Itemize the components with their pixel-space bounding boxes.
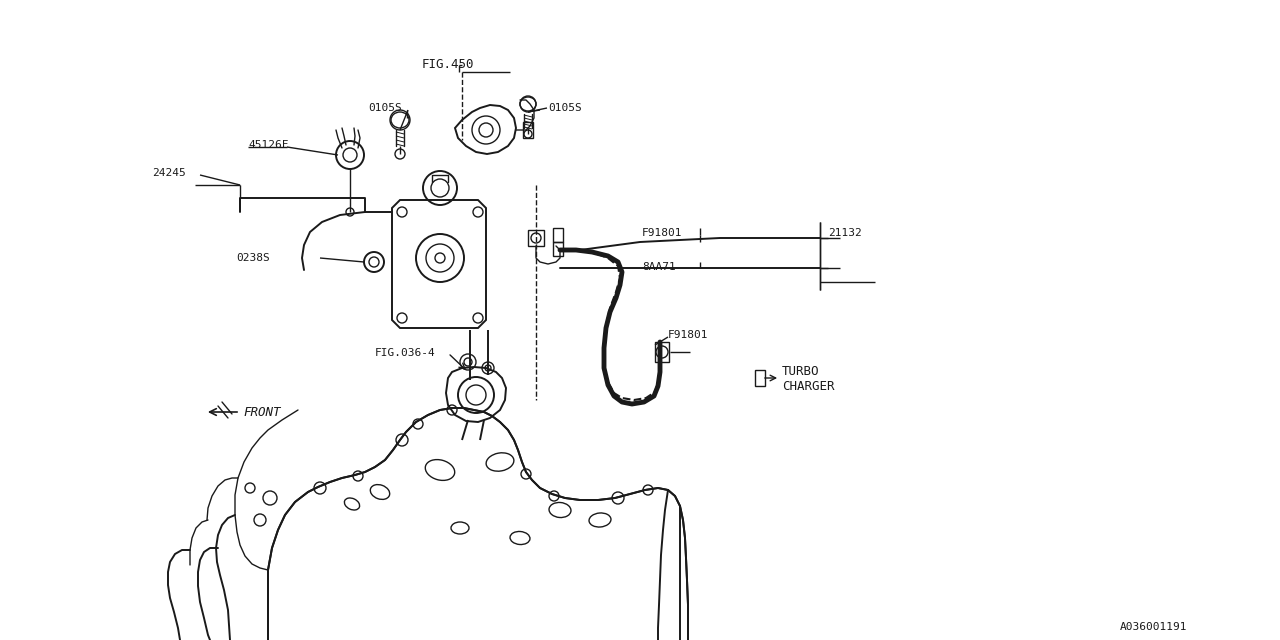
Text: 0238S: 0238S bbox=[237, 253, 270, 263]
Bar bbox=[755, 370, 765, 386]
Text: 0105S: 0105S bbox=[369, 103, 402, 113]
Text: FRONT: FRONT bbox=[243, 406, 280, 419]
Text: A036001191: A036001191 bbox=[1120, 622, 1188, 632]
Bar bbox=[553, 228, 563, 242]
Bar bbox=[655, 342, 669, 362]
Text: 24245: 24245 bbox=[152, 168, 186, 178]
Text: F91801: F91801 bbox=[643, 228, 682, 238]
Bar bbox=[529, 230, 544, 246]
Text: TURBO
CHARGER: TURBO CHARGER bbox=[782, 365, 835, 393]
Text: FIG.450: FIG.450 bbox=[422, 58, 475, 71]
Text: F91801: F91801 bbox=[668, 330, 709, 340]
Text: 0105S: 0105S bbox=[548, 103, 581, 113]
Bar bbox=[553, 242, 563, 256]
Text: 21132: 21132 bbox=[828, 228, 861, 238]
Text: FIG.036-4: FIG.036-4 bbox=[375, 348, 435, 358]
Bar bbox=[524, 122, 532, 138]
Text: 45126F: 45126F bbox=[248, 140, 288, 150]
Text: 8AA71: 8AA71 bbox=[643, 262, 676, 272]
